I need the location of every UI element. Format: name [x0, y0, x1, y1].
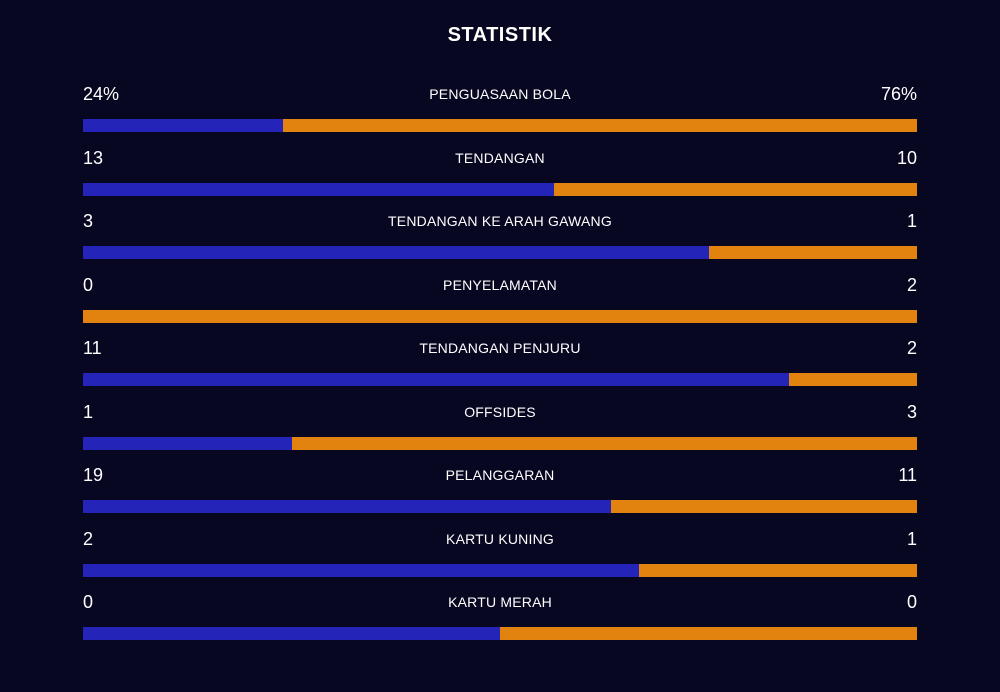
away-value: 76% [880, 84, 917, 104]
away-bar-segment [639, 563, 917, 577]
away-value: 11 [898, 465, 917, 485]
stat-bar [83, 373, 917, 386]
home-bar-segment [83, 500, 611, 513]
away-bar-segment [500, 627, 917, 640]
stat-row: 13 TENDANGAN 10 [83, 144, 917, 208]
home-value: 0 [83, 274, 94, 295]
stat-label: PENYELAMATAN [443, 276, 557, 293]
stat-label: PELANGGARAN [445, 467, 555, 483]
away-value: 0 [906, 592, 917, 612]
home-bar-segment [83, 119, 284, 132]
stat-bar [83, 563, 917, 577]
home-value: 19 [83, 465, 104, 485]
away-value: 2 [906, 338, 917, 358]
stat-bar [83, 309, 917, 323]
away-value: 10 [896, 147, 917, 168]
stat-label: TENDANGAN KE ARAH GAWANG [388, 213, 612, 229]
stat-label: TENDANGAN [455, 149, 545, 166]
home-value: 1 [83, 401, 94, 422]
home-bar-segment [83, 373, 789, 386]
home-value: 13 [83, 147, 104, 168]
stat-row: 24% PENGUASAAN BOLA 76% [83, 80, 917, 144]
stat-label: KARTU MERAH [448, 594, 552, 610]
away-value: 1 [906, 528, 917, 549]
home-bar-segment [83, 246, 709, 259]
stats-list: 24% PENGUASAAN BOLA 76% 13 TENDANGAN 10 … [83, 80, 917, 652]
away-bar-segment [554, 182, 917, 196]
page-title: STATISTIK [447, 24, 553, 46]
stat-row: 2 KARTU KUNING 1 [83, 525, 917, 589]
stat-bar [83, 119, 917, 132]
stat-label: PENGUASAAN BOLA [429, 86, 571, 102]
stat-bar [83, 436, 917, 450]
stat-row: 0 KARTU MERAH 0 [83, 588, 917, 652]
stat-bar [83, 182, 917, 196]
away-bar-segment [291, 436, 917, 450]
stat-row: 11 TENDANGAN PENJURU 2 [83, 334, 917, 398]
stat-bar [83, 500, 917, 513]
stat-row: 1 OFFSIDES 3 [83, 398, 917, 462]
stat-row: 19 PELANGGARAN 11 [83, 461, 917, 525]
away-bar-segment [283, 119, 917, 132]
stat-bar [83, 246, 917, 259]
stat-label: TENDANGAN PENJURU [419, 340, 581, 356]
home-bar-segment [83, 627, 500, 640]
away-bar-segment [788, 373, 917, 386]
home-value: 24% [83, 84, 120, 104]
stat-label: OFFSIDES [464, 403, 536, 420]
home-value: 11 [83, 338, 102, 358]
home-value: 0 [83, 592, 94, 612]
home-bar-segment [83, 182, 555, 196]
home-bar-segment [83, 563, 640, 577]
away-value: 1 [906, 211, 917, 231]
stat-label: KARTU KUNING [446, 530, 554, 547]
home-value: 2 [83, 528, 94, 549]
away-value: 2 [906, 274, 917, 295]
home-value: 3 [83, 211, 94, 231]
away-bar-segment [83, 309, 917, 323]
home-bar-segment [83, 436, 292, 450]
away-bar-segment [610, 500, 917, 513]
away-value: 3 [906, 401, 917, 422]
stat-row: 0 PENYELAMATAN 2 [83, 271, 917, 335]
away-bar-segment [708, 246, 917, 259]
stat-bar [83, 627, 917, 640]
stat-row: 3 TENDANGAN KE ARAH GAWANG 1 [83, 207, 917, 271]
